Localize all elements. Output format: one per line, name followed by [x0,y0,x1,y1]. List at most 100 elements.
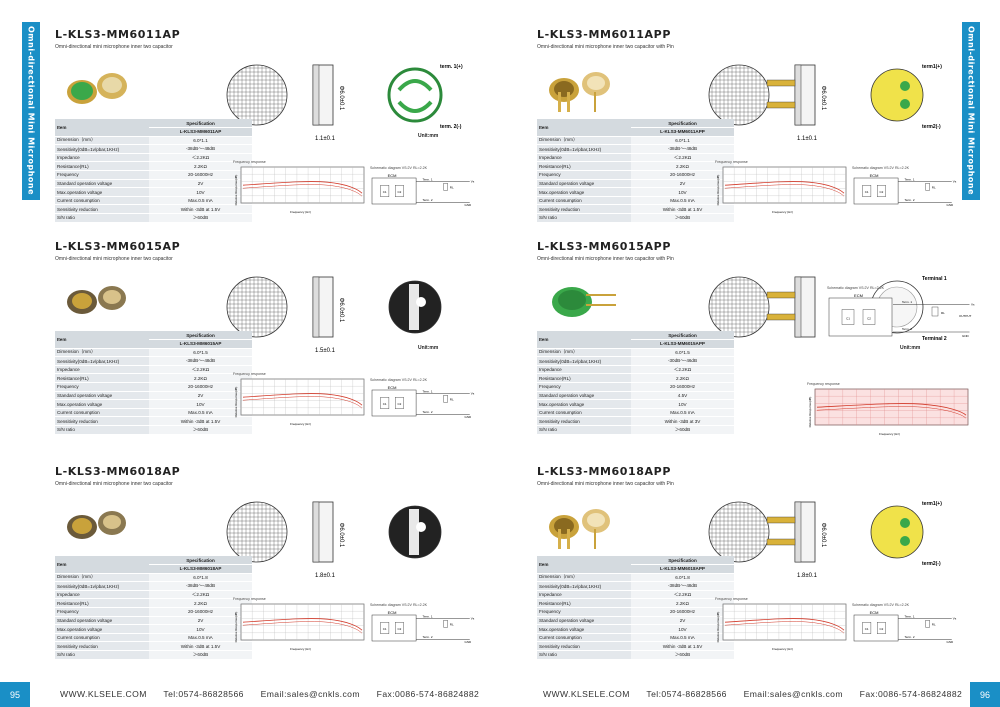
term1-label: Term. 1 [905,614,915,618]
product-block: L-KLS3-MM6011AP Omni-directional mini mic… [55,28,495,243]
spec-key: Impedance [55,153,149,163]
frequency-response-title: Frequency response [233,372,266,376]
email[interactable]: Email:sales@cnkls.com [260,689,360,699]
spec-value: -38dB～-48dB [631,144,734,154]
spec-value: Max.0.5 mA [631,633,734,643]
spec-value: 6.0*1.5 [631,348,734,358]
spec-row: Resistance(RL) 2.2KΩ [55,161,252,172]
c1-label: C1 [383,190,387,194]
schematic-diagram: ECM C1 C2 Term. 1 Term. 2 RL Vs GND [853,173,957,207]
website-link[interactable]: WWW.KLSELE.COM [543,689,630,699]
product-title: L-KLS3-MM6015APP [537,240,671,253]
spec-key: Sensitivity reduction [55,204,149,215]
frequency-response-graph: Relative Response(dB) Frequency (Hz) [234,378,365,426]
spec-value: Max.0.5 mA [631,408,734,418]
spec-row: Dimension（mm） 6.0*1.8 [537,573,734,583]
vs-label: Vs [471,391,475,395]
spec-key: Frequency [537,382,631,392]
spec-table: Item Specification L-KLS3-MM6011AP Dimensio… [55,119,252,223]
spec-value: Within -3dB at 1.5V [149,641,252,652]
vs-label: Vs [953,616,957,620]
spec-value: 2.2KΩ [149,598,252,609]
spec-header: Specification [149,119,252,129]
spec-row: Max.operation voltage 10V [537,399,734,409]
spec-value: 2V [149,179,252,189]
ecm-label: ECM [854,293,863,298]
term2-label: Term. 2 [423,198,433,202]
website-link[interactable]: WWW.KLSELE.COM [60,689,147,699]
terminal-1-label: Terminal 1 [922,276,947,282]
product-title: L-KLS3-MM6015AP [55,240,181,253]
spec-key: Resistance(RL) [537,373,631,384]
spec-value: 10V [631,399,734,409]
spec-row: Sensitivity reduction Within -3dB at 1.5V [55,641,252,652]
schematic-title: Schematic diagram VS:2V RL=2.2K [852,166,910,170]
spec-key: Dimension（mm） [55,136,149,146]
c1-label: C1 [383,627,387,631]
spec-value: Max.0.5 mA [149,408,252,418]
frequency-response-title: Frequency response [807,382,840,386]
gnd-label: GND [962,334,970,338]
spec-value: -38dB～-48dB [149,356,252,366]
spec-value: 6.0*1.8 [149,573,252,583]
rl-label: RL [932,623,936,627]
spec-key: S/N ratio [55,650,149,660]
side-tab-left: Omni-directional Mini Microphone [22,22,40,200]
spec-row: Dimension（mm） 6.0*1.5 [537,348,734,358]
frequency-response-graph: Relative Response(dB) Frequency (Hz) [716,603,847,651]
terminal-2-label: term2(-) [922,124,941,130]
spec-key: Current consumption [537,408,631,418]
item-header: Item [537,556,631,574]
term1-label: Term. 1 [423,614,433,618]
spec-key: Dimension（mm） [537,348,631,358]
term2-label: Term. 2 [902,327,912,331]
spec-row: Sensitivity reduction Within -3dB at 3V [537,416,734,427]
spec-value: 10V [149,624,252,634]
contact-line-right: WWW.KLSELE.COM Tel:0574-86828566 Email:s… [543,689,976,699]
page-number-left: 95 [0,682,30,707]
spec-header-row: Item Specification [537,556,734,574]
spec-key: Sensitivity(0dB=1v/pbar,1KHz) [55,356,149,366]
spec-value: 20-16000Hz [631,170,734,180]
spec-row: Sensitivity reduction Within -3dB at 1.5V [537,204,734,215]
telephone: Tel:0574-86828566 [163,689,244,699]
spec-value: 2.2KΩ [149,373,252,384]
email[interactable]: Email:sales@cnkls.com [743,689,843,699]
spec-key: Impedance [55,590,149,600]
spec-value: ＜2.2KΩ [149,590,252,600]
spec-key: Resistance(RL) [537,161,631,172]
spec-key: Sensitivity(0dB=1v/pbar,1KHz) [537,144,631,154]
product-photo [552,287,616,317]
spec-table: Item Specification L-KLS3-MM6018APP Dimensi… [537,556,734,660]
frequency-response-title: Frequency response [233,160,266,164]
spec-row: Resistance(RL) 2.2KΩ [55,598,252,609]
spec-value: 2.2KΩ [149,161,252,172]
spec-key: Dimension（mm） [537,573,631,583]
product-photo [67,286,126,314]
schematic-diagram: ECM C1 C2 Term. 1 Term. 2 RL Vs GND [853,610,957,644]
fax: Fax:0086-574-86824882 [859,689,963,699]
model-row: L-KLS3-MM6018AP [55,564,252,574]
c2-label: C2 [879,190,883,194]
spec-key: Current consumption [55,196,149,206]
product-subtitle: Omni-directional mini microphone inner t… [55,256,173,262]
c2-label: C2 [397,627,401,631]
spec-key: S/N ratio [537,425,631,435]
spec-row: Standard operation voltage 2V [537,616,734,626]
spec-row: Impedance ＜2.2KΩ [537,153,734,163]
spec-value: 2.2KΩ [631,373,734,384]
spec-row: Impedance ＜2.2KΩ [55,153,252,163]
spec-key: Sensitivity reduction [537,641,631,652]
thickness-label: 1.8±0.1 [315,573,336,579]
thickness-label: 1.1±0.1 [797,136,818,142]
spec-key: Sensitivity reduction [55,641,149,652]
spec-key: Current consumption [537,633,631,643]
contact-line-left: WWW.KLSELE.COM Tel:0574-86828566 Email:s… [60,689,493,699]
freq-ylabel: Relative Response(dB) [716,175,720,206]
spec-key: Sensitivity reduction [537,204,631,215]
spec-value: ＞60dB [149,425,252,435]
spec-header: Specification [631,556,734,566]
spec-key: Max.operation voltage [537,187,631,197]
spec-key: S/N ratio [55,425,149,435]
spec-header-row: Item Specification [55,556,252,574]
